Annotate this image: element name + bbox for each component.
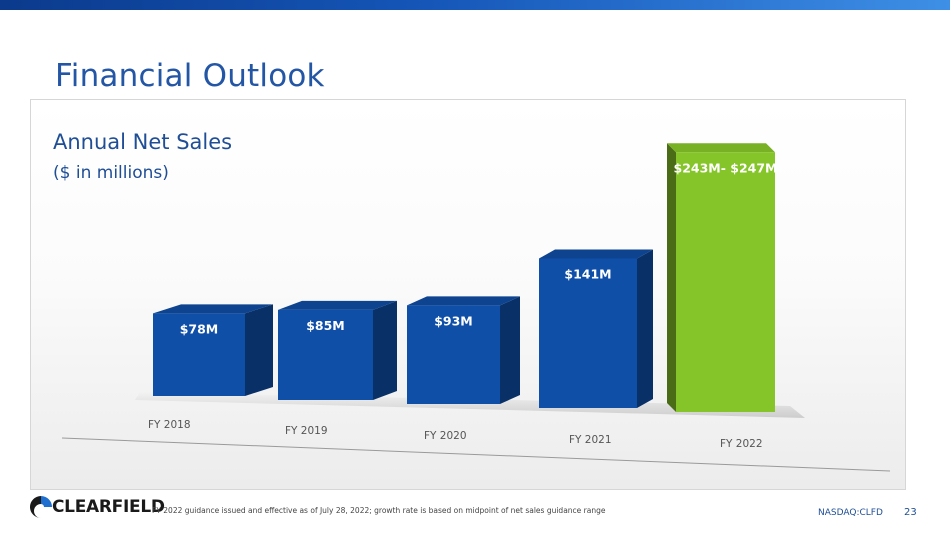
logo-wordmark: CLEARFIELD xyxy=(52,497,165,517)
bar-front-face xyxy=(407,305,500,404)
category-label: FY 2019 xyxy=(285,425,328,437)
top-accent-bar xyxy=(0,0,950,10)
category-label: FY 2018 xyxy=(148,419,191,431)
bar-2 xyxy=(278,300,397,400)
category-label: FY 2021 xyxy=(569,434,612,446)
bar-side-face xyxy=(245,304,273,396)
bar-front-face xyxy=(153,313,245,396)
bar-side-face xyxy=(667,143,676,413)
bar-top-face xyxy=(278,300,397,310)
bar-top-face xyxy=(667,143,775,153)
bar-side-face xyxy=(637,249,653,408)
bar-5 xyxy=(667,143,775,413)
chart-baseline xyxy=(61,437,891,472)
bar-data-label: $78M xyxy=(180,321,219,336)
bar-top-face xyxy=(407,296,520,306)
bar-3 xyxy=(407,296,520,404)
page-number: 23 xyxy=(904,507,917,518)
bar-data-label: $93M xyxy=(434,313,473,328)
bar-side-face xyxy=(500,296,520,404)
page-title: Financial Outlook xyxy=(55,58,325,94)
bar-1 xyxy=(153,304,273,396)
bar-side-face xyxy=(373,300,397,400)
ticker-symbol: NASDAQ:CLFD xyxy=(818,508,883,518)
chart-title: Annual Net Sales xyxy=(53,130,233,154)
category-label: FY 2022 xyxy=(720,438,763,450)
bar-front-face xyxy=(278,309,373,400)
category-label: FY 2020 xyxy=(424,430,467,442)
bar-data-label: $243M- $247M xyxy=(674,160,778,175)
footnote: FY 2022 guidance issued and effective as… xyxy=(152,506,606,515)
bar-4 xyxy=(539,249,653,408)
bar-top-face xyxy=(539,249,653,259)
clearfield-logo-icon xyxy=(30,496,52,518)
bar-top-face xyxy=(153,304,273,314)
bar-data-label: $141M xyxy=(564,267,611,282)
bar-front-face xyxy=(676,152,775,413)
chart-subtitle: ($ in millions) xyxy=(53,163,169,183)
bar-data-label: $85M xyxy=(306,318,345,333)
bar-front-face xyxy=(539,258,637,408)
